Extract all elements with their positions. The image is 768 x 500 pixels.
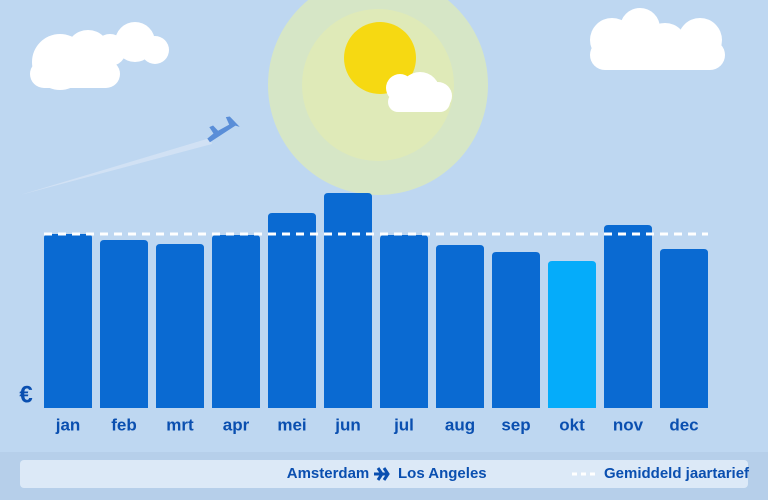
- x-tick-label: dec: [669, 415, 698, 434]
- contrail: [20, 138, 212, 195]
- bar: [380, 235, 428, 408]
- x-tick-label: apr: [223, 415, 250, 434]
- bar: [604, 225, 652, 408]
- x-tick-label: jul: [393, 415, 414, 434]
- x-tick-label: okt: [559, 415, 585, 434]
- bar: [324, 193, 372, 408]
- legend-average-label: Gemiddeld jaartarief: [604, 465, 750, 482]
- cloud: [30, 22, 169, 90]
- route-plane-icon: [374, 467, 390, 481]
- bar: [436, 245, 484, 408]
- bar: [492, 252, 540, 408]
- x-tick-label: mei: [277, 415, 306, 434]
- bar: [100, 240, 148, 408]
- cloud: [386, 72, 452, 112]
- x-tick-label: feb: [111, 415, 137, 434]
- x-tick-label: nov: [613, 415, 644, 434]
- bar: [44, 234, 92, 408]
- x-tick-label: mrt: [166, 415, 194, 434]
- bar: [212, 235, 260, 408]
- x-tick-label: jun: [334, 415, 361, 434]
- bar: [660, 249, 708, 408]
- currency-symbol: €: [19, 381, 32, 408]
- route-from: Amsterdam: [287, 465, 370, 482]
- x-tick-label: aug: [445, 415, 475, 434]
- x-tick-label: sep: [501, 415, 530, 434]
- plane-icon: [207, 116, 240, 143]
- x-tick-label: jan: [55, 415, 81, 434]
- bar: [548, 261, 596, 408]
- route-to: Los Angeles: [398, 465, 487, 482]
- cloud: [590, 8, 725, 70]
- bar: [156, 244, 204, 408]
- bar: [268, 213, 316, 408]
